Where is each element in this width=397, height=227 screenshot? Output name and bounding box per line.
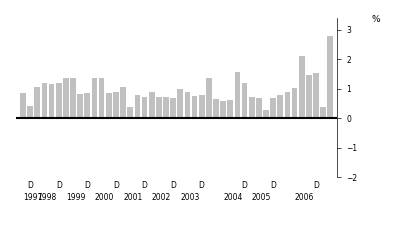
- Bar: [242, 83, 247, 118]
- Bar: [120, 87, 126, 118]
- Text: 1998: 1998: [37, 193, 56, 202]
- Bar: [20, 93, 26, 118]
- Bar: [328, 36, 333, 118]
- Text: 2006: 2006: [295, 193, 314, 202]
- Text: 1997: 1997: [23, 193, 42, 202]
- Bar: [92, 78, 97, 118]
- Bar: [85, 93, 90, 118]
- Y-axis label: %: %: [372, 15, 380, 24]
- Text: D: D: [27, 181, 33, 190]
- Bar: [306, 75, 312, 118]
- Bar: [42, 83, 47, 118]
- Bar: [192, 96, 197, 118]
- Bar: [70, 78, 76, 118]
- Bar: [185, 92, 190, 118]
- Text: 2004: 2004: [223, 193, 243, 202]
- Bar: [256, 98, 262, 118]
- Bar: [313, 73, 319, 118]
- Bar: [27, 106, 33, 118]
- Bar: [199, 95, 204, 118]
- Text: 2002: 2002: [152, 193, 171, 202]
- Bar: [235, 72, 240, 118]
- Bar: [149, 92, 154, 118]
- Bar: [299, 56, 304, 118]
- Text: D: D: [170, 181, 176, 190]
- Bar: [106, 93, 112, 118]
- Bar: [63, 78, 69, 118]
- Bar: [77, 94, 83, 118]
- Bar: [278, 95, 283, 118]
- Bar: [249, 97, 254, 118]
- Bar: [213, 99, 219, 118]
- Text: 1999: 1999: [66, 193, 85, 202]
- Text: D: D: [313, 181, 319, 190]
- Bar: [135, 95, 140, 118]
- Text: D: D: [56, 181, 62, 190]
- Text: 2003: 2003: [180, 193, 200, 202]
- Bar: [177, 89, 183, 118]
- Text: D: D: [270, 181, 276, 190]
- Text: D: D: [199, 181, 204, 190]
- Bar: [206, 78, 212, 118]
- Bar: [220, 101, 226, 118]
- Bar: [285, 92, 290, 118]
- Bar: [270, 98, 276, 118]
- Bar: [113, 92, 119, 118]
- Bar: [49, 84, 54, 118]
- Bar: [99, 78, 104, 118]
- Text: D: D: [242, 181, 247, 190]
- Bar: [170, 98, 176, 118]
- Text: D: D: [142, 181, 147, 190]
- Text: 2005: 2005: [252, 193, 271, 202]
- Bar: [127, 107, 133, 118]
- Bar: [142, 97, 147, 118]
- Bar: [163, 97, 169, 118]
- Text: D: D: [113, 181, 119, 190]
- Bar: [56, 84, 62, 118]
- Bar: [156, 97, 162, 118]
- Text: 2000: 2000: [94, 193, 114, 202]
- Text: D: D: [85, 181, 90, 190]
- Text: 2001: 2001: [123, 193, 142, 202]
- Bar: [320, 107, 326, 118]
- Bar: [227, 100, 233, 118]
- Bar: [263, 110, 269, 118]
- Bar: [292, 88, 297, 118]
- Bar: [35, 87, 40, 118]
